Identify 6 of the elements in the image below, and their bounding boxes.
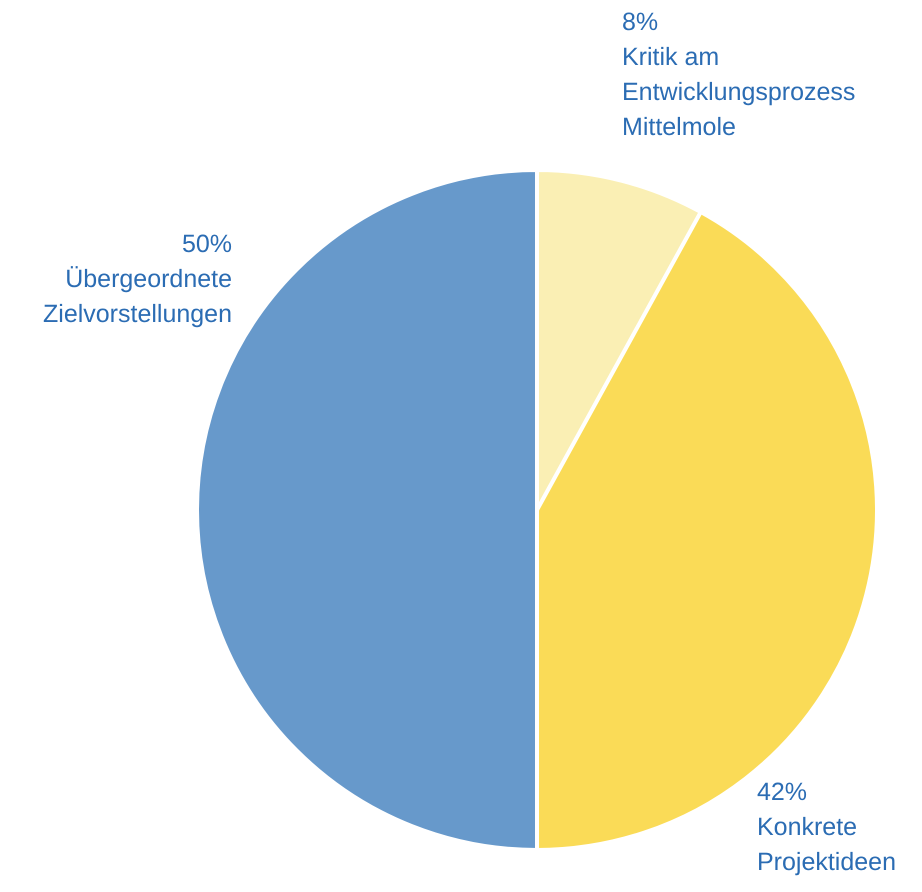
slice-label: Übergeordnete Zielvorstellungen	[43, 265, 232, 328]
data-label: 8%	[622, 8, 658, 36]
data-label: 50%	[182, 230, 232, 258]
slice-label: Konkrete Projektideen	[757, 813, 896, 876]
slice-label: Kritik am Entwicklungsprozess Mittelmole	[622, 43, 856, 141]
data-label: 42%	[757, 778, 808, 806]
